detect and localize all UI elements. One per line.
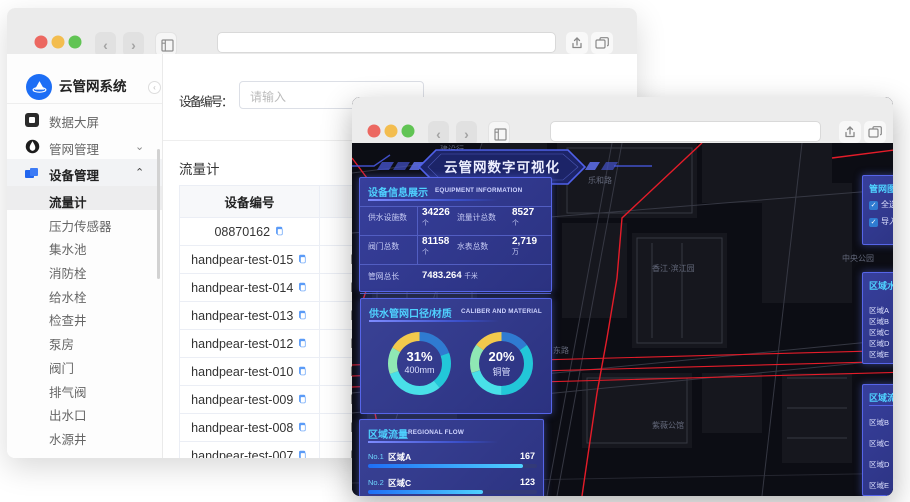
svg-text:中央公园: 中央公园 — [842, 253, 874, 263]
svg-text:香江·滨江园: 香江·滨江园 — [652, 263, 695, 273]
svg-text:紫薇公馆: 紫薇公馆 — [652, 420, 684, 430]
svg-text:云管网数字可视化: 云管网数字可视化 — [444, 159, 560, 175]
